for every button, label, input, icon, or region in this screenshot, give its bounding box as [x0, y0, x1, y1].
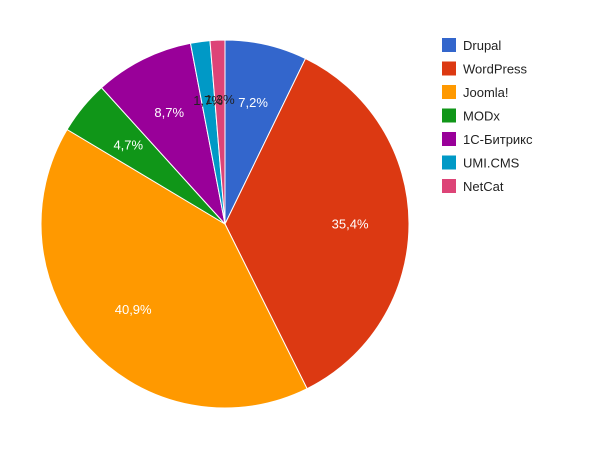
data-label-umi-cms: 1,7% — [193, 93, 223, 108]
data-label-modx: 4,7% — [113, 138, 143, 153]
pie-slice-netcat — [209, 39, 226, 225]
legend-swatch-netcat — [442, 179, 456, 193]
legend-swatch-umi-cms — [442, 155, 456, 170]
legend-swatch-joomla — [442, 85, 456, 99]
pie-labels: 7,2% 35,4% 40,9% 4,7% 8,7% 1,7%1,3% — [113, 92, 369, 317]
pie-slice-joomla — [40, 128, 308, 409]
data-label-1с-битрикс: 8,7% — [154, 105, 184, 120]
data-label-wordpress: 35,4% — [332, 216, 369, 231]
data-label-netcat: 1,3% — [205, 92, 235, 107]
legend-label-umi-cms: UMI.CMS — [463, 156, 520, 171]
legend-label-1с-битрикс: 1С-Битрикс — [463, 132, 533, 147]
legend-swatch-modx — [442, 108, 456, 123]
legend-swatch-drupal — [442, 38, 456, 52]
legend-label-joomla: Joomla! — [463, 85, 509, 100]
data-label-drupal: 7,2% — [238, 95, 268, 110]
data-label-joomla: 40,9% — [115, 302, 152, 317]
legend-swatch-1с-битрикс — [442, 132, 456, 146]
legend-swatch-wordpress — [442, 61, 456, 76]
legend-label-netcat: NetCat — [463, 179, 504, 194]
legend-label-modx: MODx — [463, 109, 500, 124]
pie-slices — [40, 39, 410, 409]
legend-label-wordpress: WordPress — [463, 62, 528, 77]
pie-slice-1с-битрикс — [100, 42, 226, 226]
pie-slice-wordpress — [224, 57, 410, 390]
legend-label-drupal: Drupal — [463, 38, 501, 53]
legend: Drupal WordPress Joomla! MODx 1С-Битрикс UMI.… — [442, 38, 533, 194]
